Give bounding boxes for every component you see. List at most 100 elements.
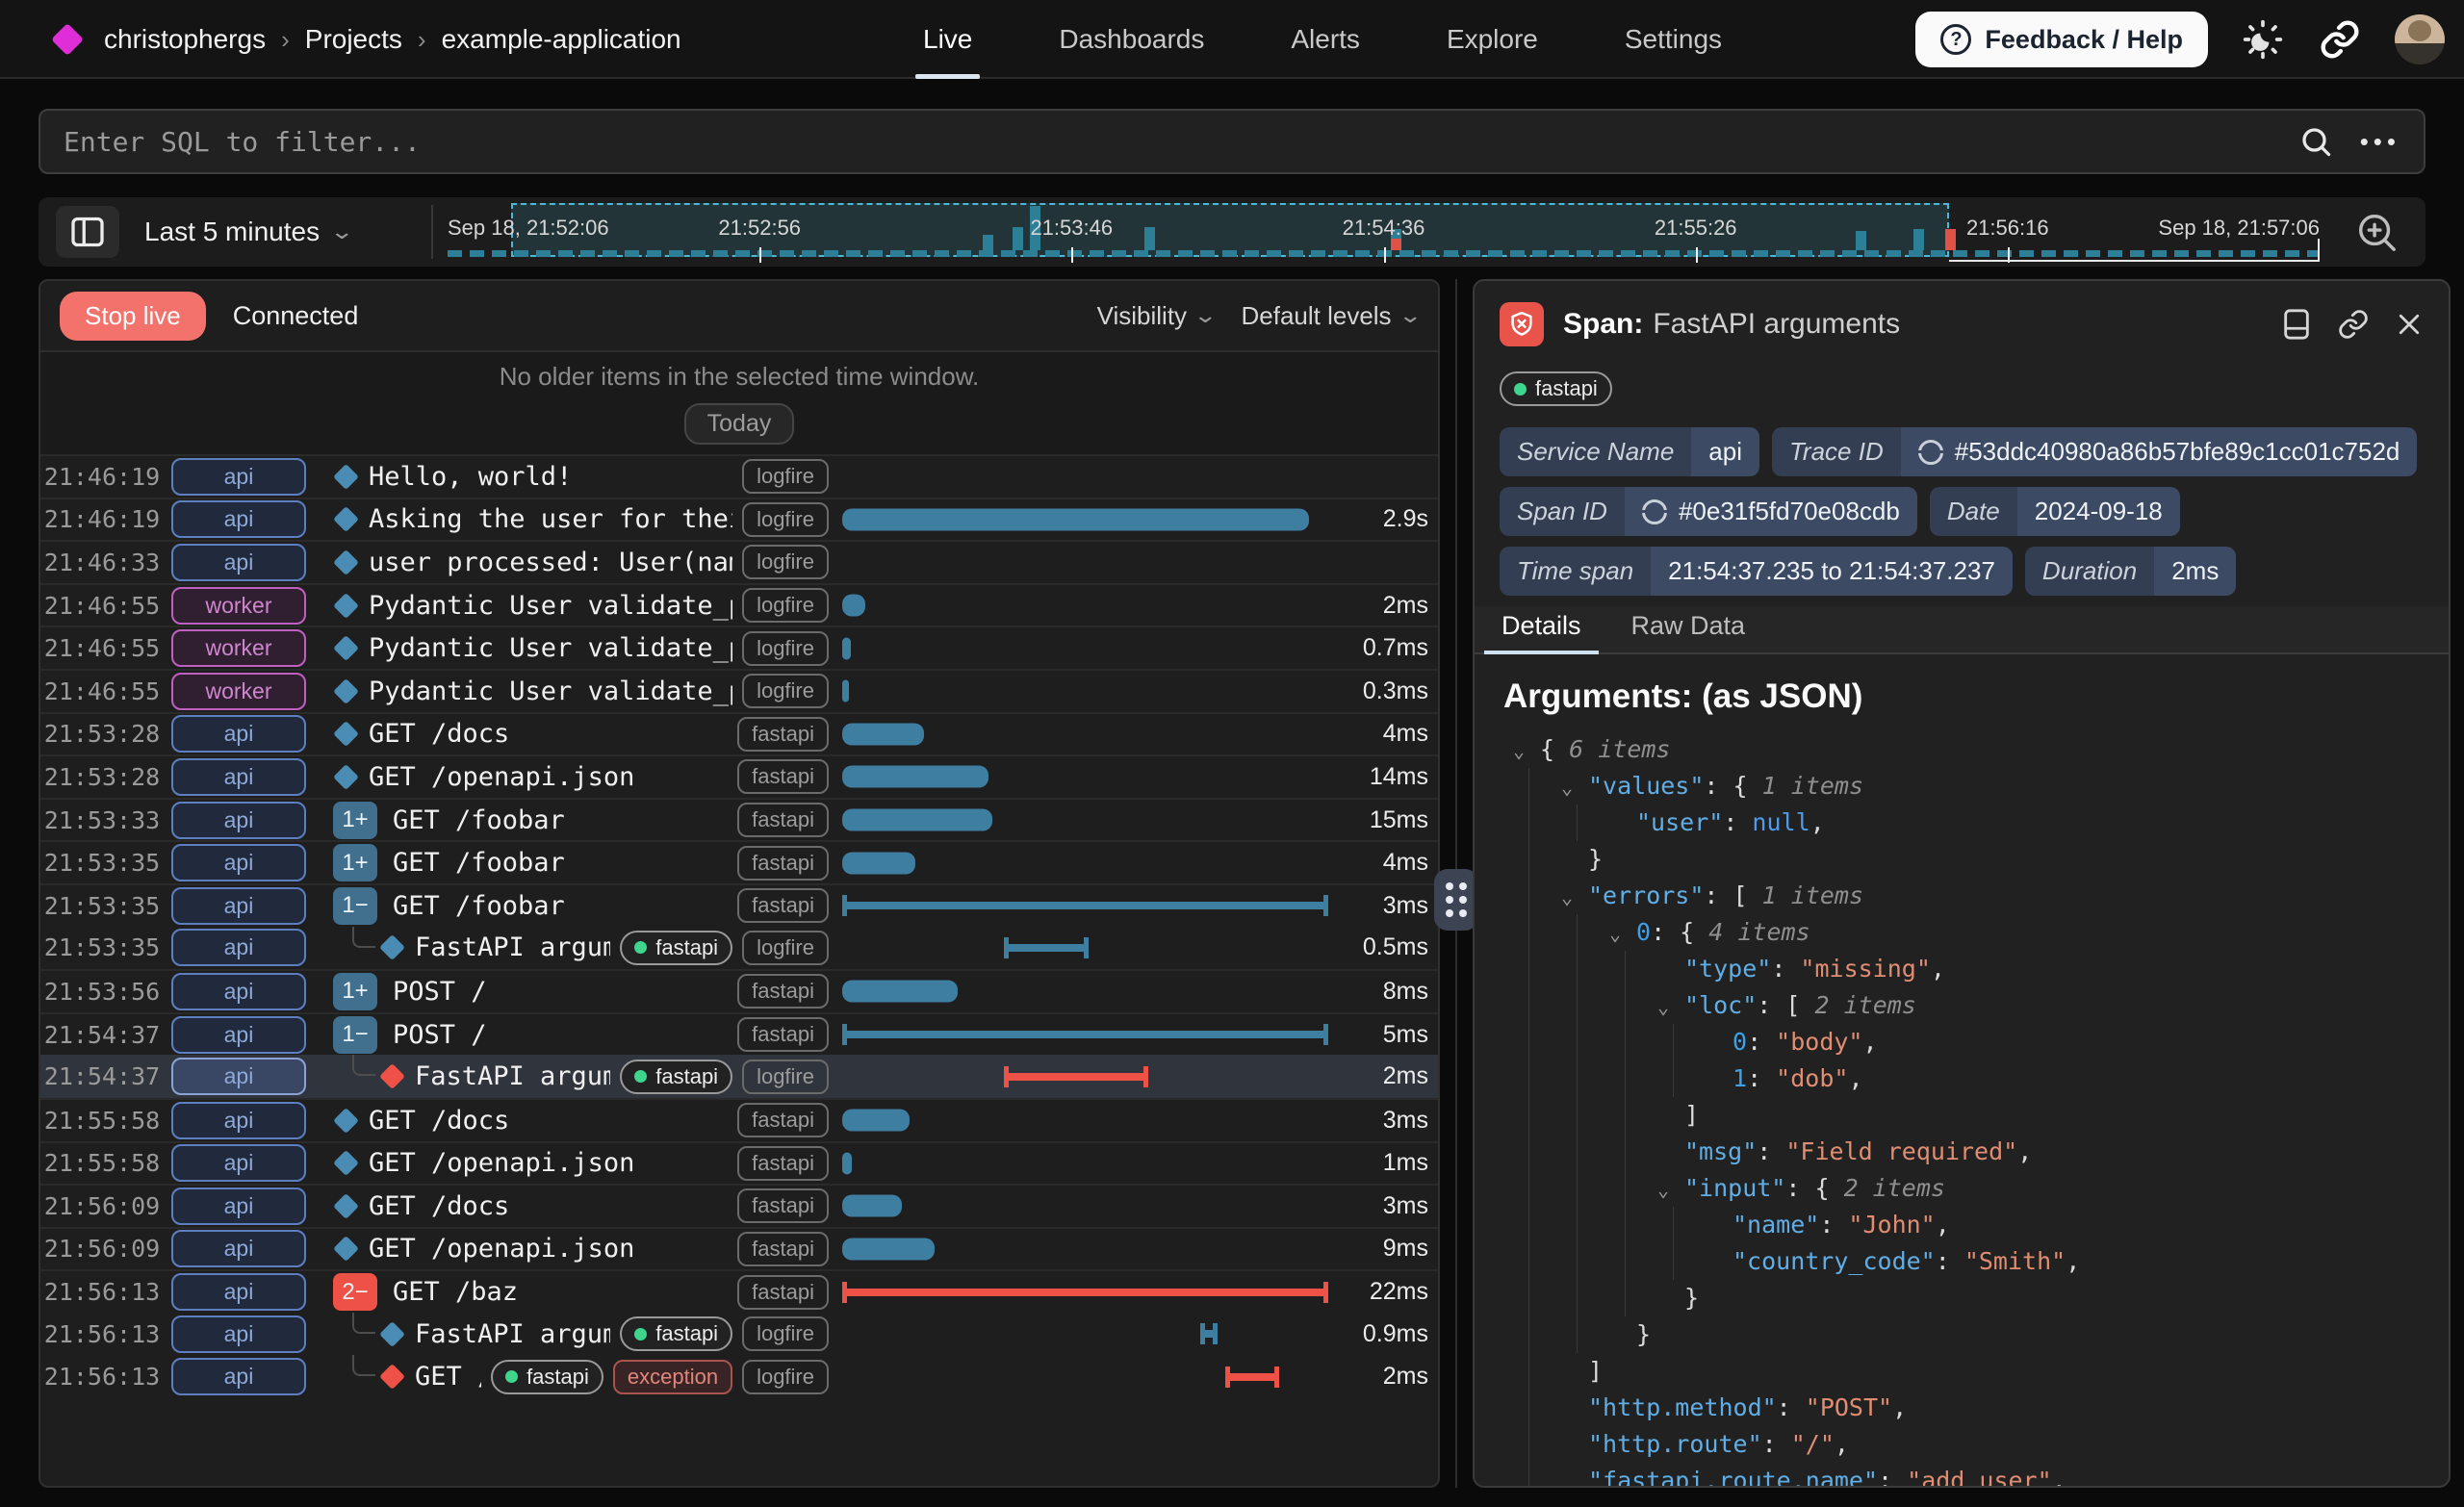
tag-pill-logfire[interactable]: logfire [742,459,829,494]
tag-pill-logfire[interactable]: logfire [742,1060,829,1094]
service-tag-api[interactable]: api [171,973,306,1010]
tag-pill-fastapi[interactable]: fastapi [737,1103,829,1137]
tag-pill-logfire[interactable]: logfire [742,1316,829,1351]
service-tag-api[interactable]: api [171,802,306,839]
link-icon[interactable] [2318,17,2362,62]
trace-row[interactable]: 21:46:33apiuser processed: User(name='An… [40,540,1438,583]
tag-pill-logfire[interactable]: logfire [742,502,829,537]
tag-pill-fastapi[interactable]: fastapi [737,1232,829,1266]
service-tag-api[interactable]: api [171,1016,306,1054]
service-tag-api[interactable]: api [171,500,306,538]
tag-pill-fastapi[interactable]: fastapi [737,803,829,837]
copy-link-icon[interactable] [2337,308,2370,341]
service-tag-api[interactable]: api [171,1273,306,1311]
trace-row[interactable]: 21:56:09apiGET /docsfastapi3ms [40,1184,1438,1227]
json-toggle-icon[interactable]: ⌄ [1513,732,1540,769]
sql-filter-input[interactable]: Enter SQL to filter... ••• [38,109,2426,174]
tag-pill-fastapi[interactable]: fastapi [737,888,829,923]
trace-row[interactable]: 21:56:13apiGET /baz (fofastapiexceptionl… [40,1355,1438,1398]
zoom-in-icon[interactable] [2354,210,2399,254]
visibility-dropdown[interactable]: Visibility⌄ [1097,301,1215,331]
trace-row[interactable]: 21:53:35api1+GET /foobarfastapi4ms [40,840,1438,883]
collapse-badge[interactable]: 1− [333,887,377,925]
service-tag-worker[interactable]: worker [171,673,306,710]
json-toggle-icon[interactable]: ⌄ [1609,915,1636,952]
tag-pill-fastapi[interactable]: fastapi [737,1188,829,1223]
trace-row[interactable]: 21:55:58apiGET /openapi.jsonfastapi1ms [40,1141,1438,1185]
close-icon[interactable] [2395,310,2424,339]
service-tag-api[interactable]: api [171,458,306,496]
nav-tab-settings[interactable]: Settings [1592,0,1755,79]
timeline-histogram[interactable]: 21:52:5621:53:4621:54:3621:55:2621:56:16… [448,197,2320,267]
trace-row[interactable]: 21:53:28apiGET /openapi.jsonfastapi14ms [40,754,1438,798]
trace-row[interactable]: 21:46:55workerPydantic User validate_pyt… [40,669,1438,712]
trace-row[interactable]: 21:56:09apiGET /openapi.jsonfastapi9ms [40,1227,1438,1270]
service-tag-api[interactable]: api [171,1144,306,1182]
tag-pill-fastapi[interactable]: fastapi [737,1275,829,1310]
service-tag-api[interactable]: api [171,1358,306,1395]
service-tag-api[interactable]: api [171,1188,306,1225]
nav-tab-explore[interactable]: Explore [1414,0,1571,79]
tag-pill-logfire[interactable]: logfire [742,931,829,965]
more-options-icon[interactable]: ••• [2360,127,2400,157]
collapse-badge[interactable]: 1+ [333,973,377,1010]
link-icon[interactable] [1918,440,1943,465]
collapse-badge[interactable]: 1+ [333,844,377,881]
tag-pill-fastapi[interactable]: fastapi [737,974,829,1009]
json-toggle-icon[interactable]: ⌄ [1657,1171,1684,1208]
tag-pill-logfire[interactable]: logfire [742,588,829,623]
service-tag-api[interactable]: api [171,1058,306,1095]
tag-pill-fastapi[interactable]: fastapi [620,931,732,965]
service-tag-api[interactable]: api [171,887,306,925]
trace-row[interactable]: 21:46:55workerPydantic User validate_pyt… [40,626,1438,669]
search-icon[interactable] [2298,124,2333,159]
service-tag-api[interactable]: api [171,1102,306,1139]
logfire-logo-icon[interactable] [51,23,84,56]
nav-tab-live[interactable]: Live [890,0,1005,79]
service-tag-api[interactable]: api [171,929,306,966]
panel-layout-icon[interactable] [2281,308,2312,341]
nav-tab-dashboards[interactable]: Dashboards [1026,0,1237,79]
service-tag-api[interactable]: api [171,1315,306,1353]
today-button[interactable]: Today [684,403,795,445]
breadcrumb[interactable]: christophergs›Projects›example-applicati… [104,0,681,79]
tag-pill-fastapi[interactable]: fastapi [620,1060,732,1094]
service-tag-api[interactable]: api [171,758,306,796]
tab-details[interactable]: Details [1498,603,1585,652]
link-icon[interactable] [1642,499,1667,524]
service-tag-worker[interactable]: worker [171,629,306,667]
nav-tab-alerts[interactable]: Alerts [1258,0,1393,79]
breadcrumb-item[interactable]: christophergs [104,24,266,55]
sidebar-toggle-button[interactable] [56,206,119,258]
stop-live-button[interactable]: Stop live [60,292,206,341]
json-toggle-icon[interactable]: ⌄ [1561,879,1588,915]
tag-pill-fastapi[interactable]: fastapi [491,1360,603,1394]
breadcrumb-item[interactable]: Projects [305,24,402,55]
tag-pill-fastapi[interactable]: fastapi [737,1017,829,1052]
tag-pill-fastapi[interactable]: fastapi [737,717,829,752]
trace-row[interactable]: 21:46:19apiAsking the user for their bir… [40,498,1438,541]
time-range-select[interactable]: Last 5 minutes ⌄ [144,197,351,267]
trace-row[interactable]: 21:55:58apiGET /docsfastapi3ms [40,1098,1438,1141]
tag-pill-fastapi[interactable]: fastapi [620,1316,732,1351]
trace-row[interactable]: 21:53:56api1+POST /fastapi8ms [40,969,1438,1012]
tag-pill-fastapi[interactable]: fastapi [737,1146,829,1181]
default-levels-dropdown[interactable]: Default levels⌄ [1241,301,1419,331]
avatar[interactable] [2395,14,2445,64]
trace-row[interactable]: 21:56:13apiFastAPI argumentsfastapilogfi… [40,1313,1438,1356]
tag-pill-logfire[interactable]: logfire [742,1360,829,1394]
tag-pill-fastapi[interactable]: fastapi [737,759,829,794]
trace-row[interactable]: 21:46:55workerPydantic User validate_pyt… [40,583,1438,626]
tag-pill-exception[interactable]: exception [613,1360,732,1394]
trace-row[interactable]: 21:54:37api1−POST /fastapi5ms [40,1012,1438,1056]
collapse-badge[interactable]: 2− [333,1273,377,1311]
tag-pill-fastapi[interactable]: fastapi [737,846,829,881]
service-tag-api[interactable]: api [171,844,306,881]
breadcrumb-item[interactable]: example-application [442,24,681,55]
trace-row[interactable]: 21:53:35apiFastAPI argumentsfastapilogfi… [40,927,1438,970]
json-toggle-icon[interactable]: ⌄ [1657,988,1684,1025]
theme-toggle-icon[interactable] [2241,17,2285,62]
trace-row[interactable]: 21:53:33api1+GET /foobarfastapi15ms [40,798,1438,841]
collapse-badge[interactable]: 1− [333,1016,377,1054]
tag-pill-logfire[interactable]: logfire [742,631,829,666]
